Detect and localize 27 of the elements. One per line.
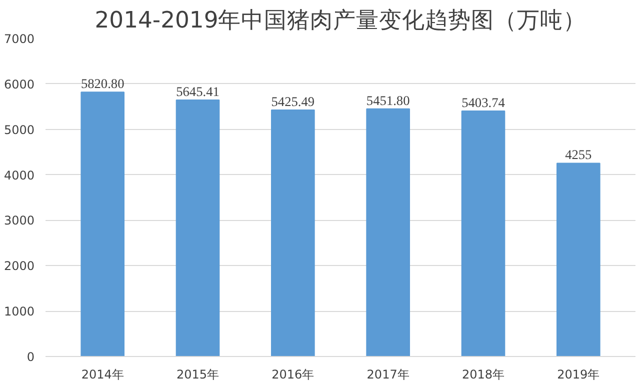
data-label: 5645.41 xyxy=(176,84,220,100)
x-tick-label: 2015年 xyxy=(176,368,220,382)
bar xyxy=(556,162,600,356)
bar xyxy=(80,92,125,356)
bar xyxy=(176,100,220,356)
x-tick-label: 2014年 xyxy=(81,368,124,382)
y-tick-label: 4000 xyxy=(4,168,35,182)
y-tick-label: 6000 xyxy=(4,77,35,92)
y-tick-label: 2000 xyxy=(4,259,35,274)
x-tick-label: 2018年 xyxy=(462,368,505,382)
chart-title: 2014-2019年中国猪肉产量变化趋势图（万吨） xyxy=(94,8,586,34)
bar xyxy=(271,110,315,356)
bar xyxy=(366,108,410,356)
y-tick-label: 7000 xyxy=(4,32,35,46)
data-label: 5425.49 xyxy=(271,94,315,110)
y-tick-label: 5000 xyxy=(4,122,35,137)
x-tick-label: 2017年 xyxy=(366,368,410,382)
data-label: 5820.80 xyxy=(80,76,125,92)
y-tick-label: 1000 xyxy=(4,304,35,319)
bar xyxy=(461,110,506,356)
data-label: 5403.74 xyxy=(462,95,506,110)
data-label: 5451.80 xyxy=(366,92,410,108)
x-tick-label: 2019年 xyxy=(557,368,600,382)
x-tick-label: 2016年 xyxy=(272,368,314,382)
y-tick-label: 0 xyxy=(26,350,35,364)
y-tick-label: 3000 xyxy=(4,214,35,228)
data-label: 4255 xyxy=(565,147,592,162)
